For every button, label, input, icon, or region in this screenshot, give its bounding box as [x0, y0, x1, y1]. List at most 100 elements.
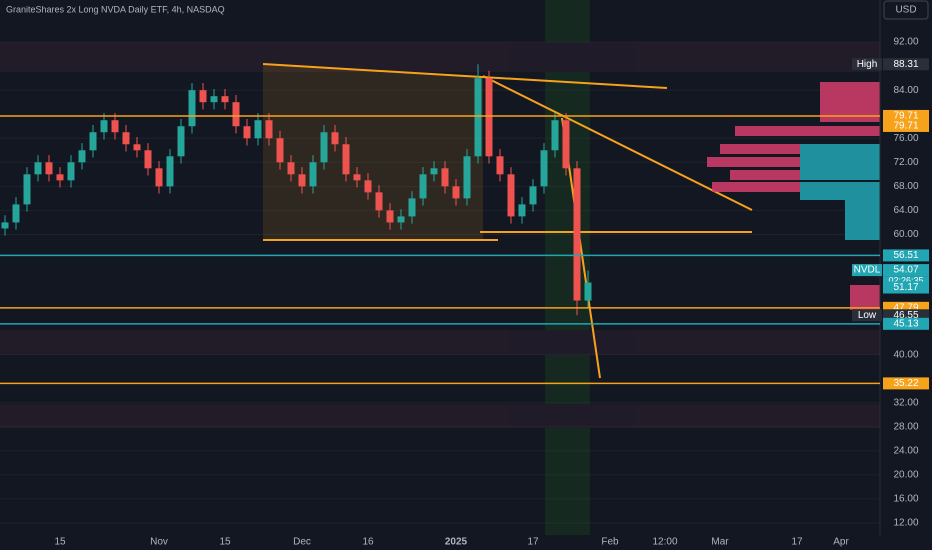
price-tag	[883, 119, 929, 132]
candle-body	[122, 132, 130, 145]
x-tick-label: Feb	[601, 537, 619, 548]
volume-profile	[707, 82, 880, 310]
candle-body	[254, 120, 262, 139]
x-tick-label: 17	[527, 537, 539, 548]
y-tick-label: 72.00	[893, 157, 918, 168]
y-tick-label: 16.00	[893, 494, 918, 505]
price-tag-label: 79.71	[893, 121, 918, 132]
candle-body	[199, 90, 207, 103]
candle-body	[518, 204, 526, 217]
vp-bar	[845, 200, 880, 240]
candle-body	[353, 174, 361, 181]
candle-body	[67, 162, 75, 181]
x-tick-label: 17	[791, 537, 803, 548]
x-tick-label: 2025	[445, 537, 468, 548]
candle-body	[452, 186, 460, 199]
candle-body	[144, 150, 152, 169]
candle-body	[177, 126, 185, 157]
level-tag-label: Low	[858, 310, 877, 321]
candle-body	[408, 198, 416, 217]
x-tick-label: 15	[54, 537, 66, 548]
candle-body	[155, 168, 163, 187]
y-tick-label: 40.00	[893, 349, 918, 360]
level-tag-label: High	[857, 59, 878, 70]
price-tag	[883, 249, 929, 262]
x-tick-label: Mar	[711, 537, 729, 548]
price-tag	[883, 377, 929, 390]
candle-body	[540, 150, 548, 187]
session-bands	[0, 0, 880, 535]
zone	[0, 42, 880, 72]
candle-body	[210, 96, 218, 103]
candle-body	[375, 192, 383, 211]
candle-body	[441, 168, 449, 187]
y-tick-label: 92.00	[893, 37, 918, 48]
level-tag-label: NVDL	[854, 265, 881, 276]
candle-body	[364, 180, 372, 193]
candle-body	[100, 120, 108, 133]
y-tick-label: 84.00	[893, 85, 918, 96]
price-tag	[883, 109, 929, 122]
candle-body	[1, 222, 9, 229]
candle-body	[12, 204, 20, 223]
candle-body	[573, 168, 581, 301]
candle-body	[342, 144, 350, 175]
candle-body	[463, 156, 471, 199]
candle-body	[232, 102, 240, 127]
symbol-title: GraniteShares 2x Long NVDA Daily ETF, 4h…	[6, 4, 225, 14]
price-tag-label: 46.55	[893, 310, 918, 321]
candle-body	[419, 174, 427, 199]
vp-bar	[707, 157, 880, 167]
y-tick-label: 12.00	[893, 518, 918, 529]
x-tick-label: 12:00	[652, 537, 677, 548]
zone	[0, 330, 880, 355]
candle-body	[551, 120, 559, 151]
candle-body	[133, 144, 141, 151]
x-tick-label: 16	[362, 537, 374, 548]
candle-body	[309, 162, 317, 187]
candle-body	[243, 126, 251, 139]
currency[interactable]: USD	[895, 5, 916, 16]
countdown-bg	[883, 276, 929, 287]
candle-body	[34, 162, 42, 175]
price-tag-label: 56.51	[893, 250, 918, 261]
candle-body	[529, 186, 537, 205]
candle-body	[474, 78, 482, 157]
candle-body	[56, 174, 64, 181]
x-tick-label: 15	[219, 537, 231, 548]
candle-body	[276, 138, 284, 163]
y-tick-label: 24.00	[893, 445, 918, 456]
candle-body	[89, 132, 97, 151]
candle-body	[23, 174, 31, 205]
y-tick-label: 68.00	[893, 181, 918, 192]
candle-body	[111, 120, 119, 133]
candle-body	[298, 174, 306, 187]
y-tick-label: 60.00	[893, 229, 918, 240]
candle-body	[397, 216, 405, 223]
y-tick-label: 64.00	[893, 205, 918, 216]
price-tag-label: 51.17	[893, 282, 918, 293]
zone	[0, 404, 880, 428]
x-tick-label: Nov	[150, 537, 168, 548]
price-tag-label: 79.71	[893, 111, 918, 122]
vp-bar	[800, 182, 880, 200]
price-tag-label: 54.07	[893, 265, 918, 276]
vp-bar	[850, 285, 880, 310]
session-band	[545, 0, 590, 535]
candle-body	[331, 132, 339, 145]
price-tag	[883, 58, 929, 71]
candle-body	[485, 78, 493, 157]
candle-body	[584, 282, 592, 301]
vp-bar	[712, 182, 880, 192]
candle-body	[430, 168, 438, 175]
price-tag-label: 47.79	[893, 302, 918, 313]
level-tag	[852, 264, 882, 277]
candle-body	[221, 96, 229, 103]
y-tick-label: 20.00	[893, 470, 918, 481]
y-tick-label: 28.00	[893, 421, 918, 432]
candle-body	[507, 174, 515, 217]
candle-body	[496, 156, 504, 175]
candle-body	[287, 162, 295, 175]
currency-button[interactable]	[883, 0, 929, 20]
